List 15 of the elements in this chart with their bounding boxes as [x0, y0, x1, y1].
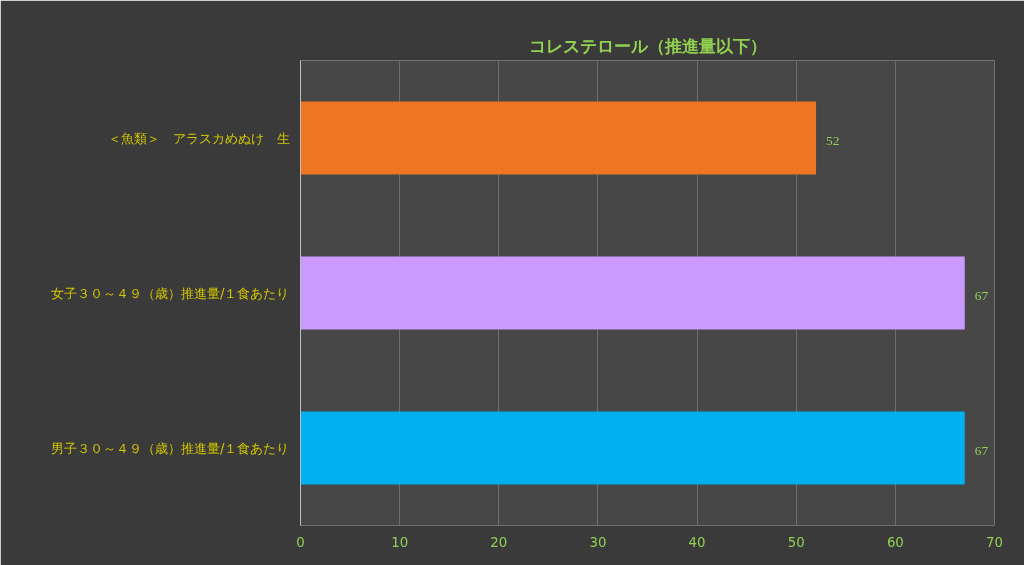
y-tick-label: ＜魚類＞ アラスカめぬけ 生	[107, 130, 290, 146]
x-tick-label: 30	[589, 534, 607, 550]
x-tick-label: 50	[787, 534, 805, 550]
x-tick-label: 20	[490, 534, 508, 550]
x-tick-label: 70	[986, 534, 1003, 550]
x-tick-label: 0	[296, 534, 305, 550]
y-tick-label: 女子３０～４９（歳）推進量/１食あたり	[51, 285, 290, 301]
y-tick-label: 男子３０～４９（歳）推進量/１食あたり	[51, 440, 290, 456]
x-tick-label: 60	[886, 534, 904, 550]
x-tick-label: 10	[391, 534, 409, 550]
data-label: 52	[826, 133, 840, 148]
data-label: 67	[974, 288, 989, 303]
chart-title: コレステロール（推進量以下）	[528, 35, 767, 56]
data-label: 67	[974, 443, 989, 458]
x-tick-label: 40	[688, 534, 706, 550]
